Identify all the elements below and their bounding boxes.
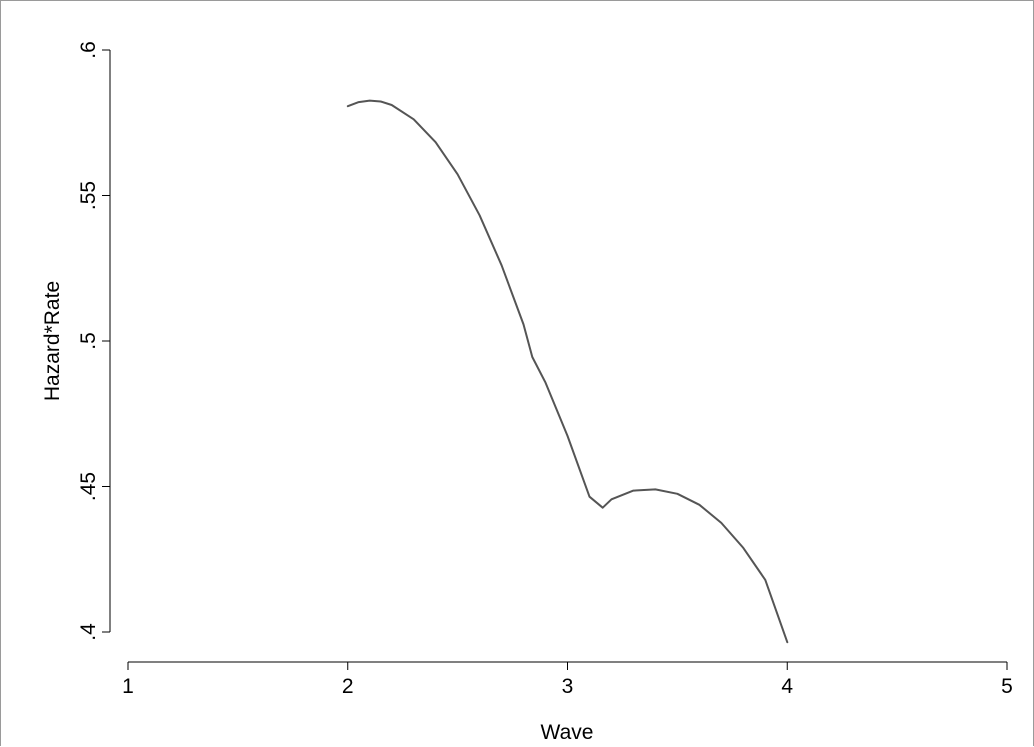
x-tick-label: 3	[562, 675, 574, 698]
y-tick-label: .5	[77, 332, 100, 350]
y-tick-label: .4	[77, 623, 100, 641]
x-tick-label: 4	[781, 675, 793, 698]
series-line	[346, 99, 789, 644]
y-ticks: .4 .45 .5 .55 .6	[77, 41, 110, 641]
y-tick-label: .55	[77, 181, 100, 210]
x-ticks: 1 2 3 4 5	[122, 662, 1013, 698]
y-axis-title: Hazard*Rate	[41, 281, 64, 401]
x-axis-title: Wave	[541, 721, 594, 744]
series-group	[346, 99, 789, 644]
x-tick-label: 1	[122, 675, 134, 698]
y-tick-label: .45	[77, 472, 100, 501]
x-tick-label: 2	[342, 675, 354, 698]
y-tick-label: .6	[77, 41, 100, 59]
x-tick-label: 5	[1001, 675, 1013, 698]
